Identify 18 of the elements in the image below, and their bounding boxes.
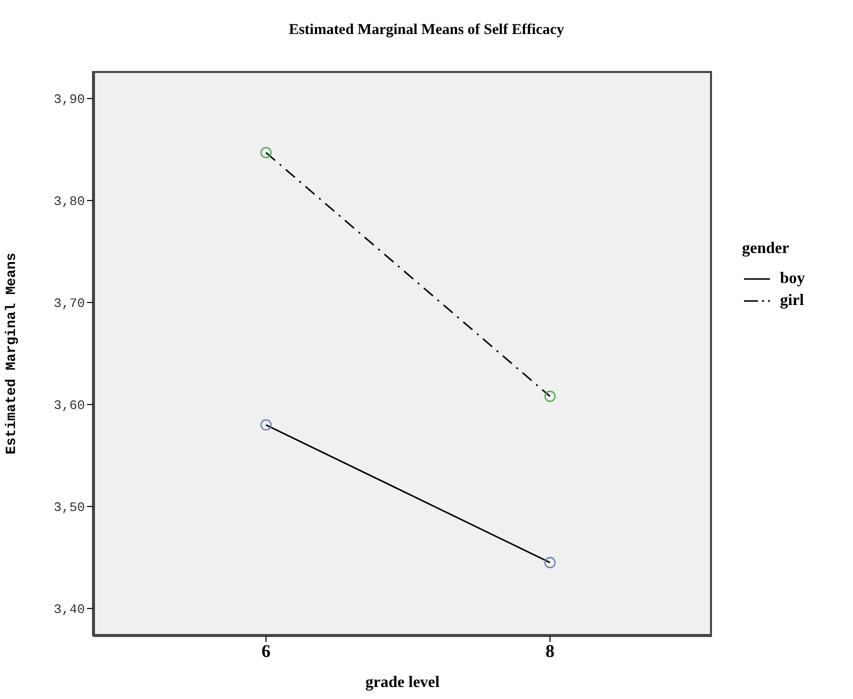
legend-label: boy: [780, 270, 805, 288]
x-tick-label: 8: [546, 640, 554, 661]
y-axis-title: Estimated Marginal Means: [4, 252, 20, 454]
y-tick-label: 3,70: [54, 296, 85, 312]
legend-label: girl: [780, 292, 804, 310]
y-tick-label: 3,80: [54, 194, 85, 210]
point: [260, 419, 272, 431]
point: [544, 556, 556, 568]
legend-title: gender: [742, 240, 790, 258]
point: [260, 146, 272, 158]
y-tick-label: 3,40: [54, 602, 85, 618]
y-tick-label: 3,50: [54, 500, 85, 516]
x-tick-label: 6: [262, 640, 270, 661]
point: [544, 390, 556, 402]
chart-title: Estimated Marginal Means of Self Efficacy: [288, 22, 566, 39]
x-axis-title: grade level: [365, 674, 440, 691]
y-tick-label: 3,90: [54, 92, 85, 108]
y-tick-label: 3,60: [54, 398, 85, 414]
